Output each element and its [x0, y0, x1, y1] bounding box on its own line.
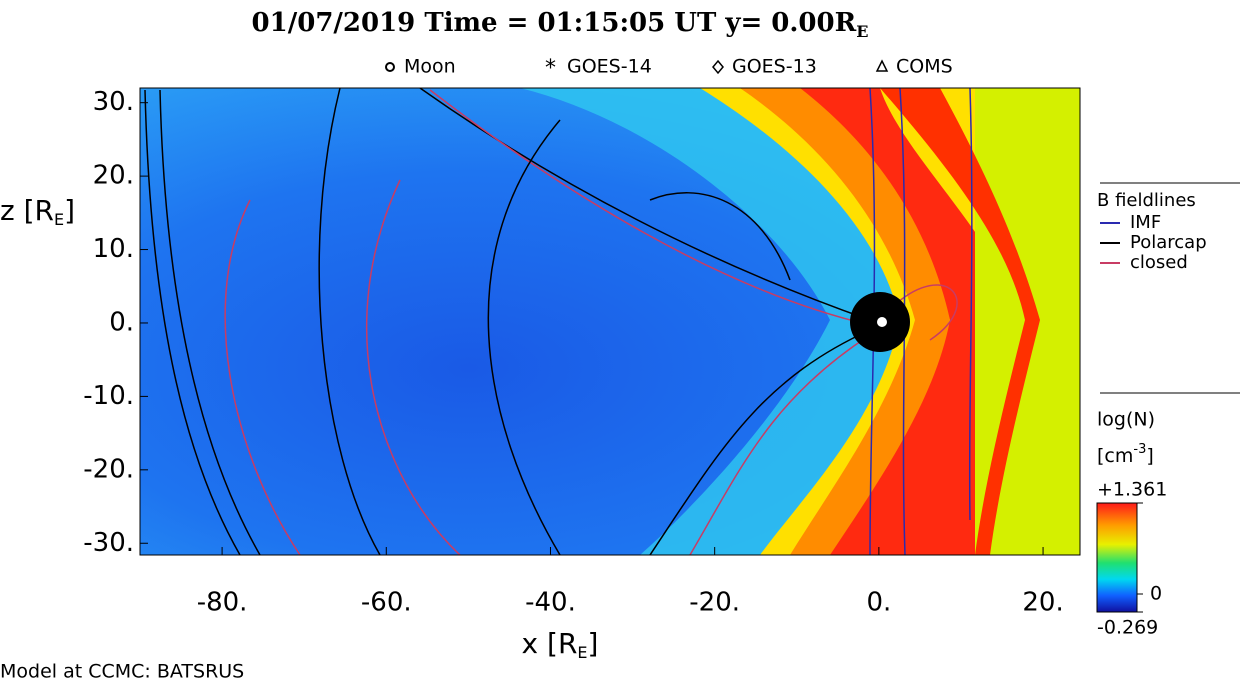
- y-tick-label: -30.: [83, 528, 134, 558]
- y-axis-label: z [RE]: [0, 194, 75, 229]
- colorbar-label: log(N): [1097, 409, 1155, 431]
- y-tick-label: -20.: [83, 454, 134, 484]
- coms-symbol: [875, 59, 889, 72]
- y-tick-label: 0.: [109, 307, 134, 337]
- legend-title: B fieldlines: [1097, 190, 1196, 211]
- footer: Model at CCMC: BATSRUS: [0, 661, 244, 683]
- legend-label: GOES-14: [567, 56, 652, 78]
- y-tick-label: 20.: [93, 161, 134, 191]
- colorbar-tick-label: +1.361: [1097, 479, 1167, 501]
- marker-legend: Moon * GOES-14 GOES-13 COMS: [385, 56, 953, 81]
- chart-title: 01/07/2019 Time = 01:15:05 UT y= 0.00RE: [252, 8, 869, 41]
- x-tick-label: 20.: [1022, 588, 1063, 618]
- density-field: [140, 88, 1080, 555]
- colorbar-tick-label: 0: [1150, 583, 1162, 605]
- colorbar-tick-label: -0.269: [1097, 617, 1158, 639]
- goes14-symbol: *: [545, 56, 556, 81]
- plot-frame: [139, 87, 1081, 556]
- x-tick-label: -40.: [525, 588, 576, 618]
- legend-label: Polarcap: [1130, 232, 1207, 253]
- legend-label: COMS: [896, 56, 953, 78]
- colorbar-gradient: [1096, 502, 1138, 613]
- x-tick-label: -20.: [689, 588, 740, 618]
- legend-label: Moon: [404, 56, 456, 78]
- moon-symbol: [385, 62, 395, 72]
- colorbar: log(N) [cm-3] +1.361 0 -0.269: [1096, 409, 1167, 639]
- legend-label: closed: [1130, 252, 1188, 273]
- x-tick-label: 0.: [866, 588, 891, 618]
- legend-label: IMF: [1130, 212, 1161, 233]
- legend-label: GOES-13: [732, 56, 817, 78]
- goes13-symbol: [712, 59, 724, 75]
- y-tick-label: -10.: [83, 381, 134, 411]
- x-tick-label: -60.: [361, 588, 412, 618]
- y-tick-label: 10.: [93, 234, 134, 264]
- y-tick-label: 30.: [93, 87, 134, 117]
- x-axis-label: x [RE]: [522, 627, 599, 662]
- x-tick-label: -80.: [197, 588, 248, 618]
- colorbar-unit: [cm-3]: [1097, 442, 1154, 467]
